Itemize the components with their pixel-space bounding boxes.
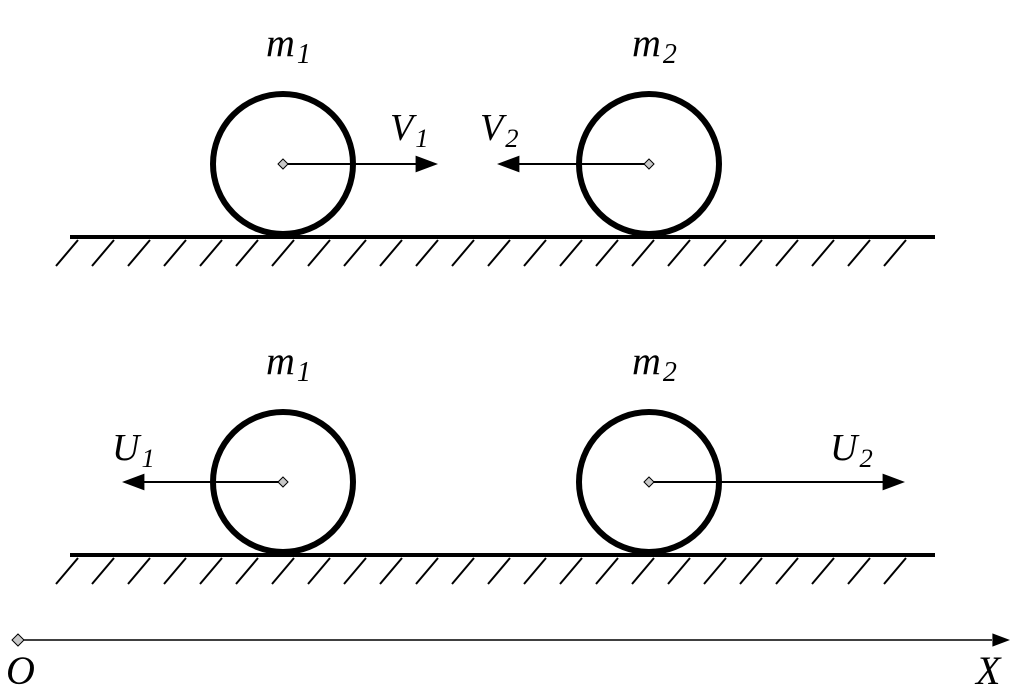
- ground-hatch: [308, 240, 330, 266]
- ground-hatch: [344, 558, 366, 584]
- ground-hatch: [848, 558, 870, 584]
- ground-hatch: [740, 558, 762, 584]
- ground-hatch: [56, 558, 78, 584]
- velocity-vector-arrowhead: [497, 156, 519, 173]
- velocity-label: V1: [390, 107, 429, 153]
- mass-label: m2: [632, 20, 677, 70]
- ground-hatch: [884, 240, 906, 266]
- ground-hatch: [668, 558, 690, 584]
- ground-hatch: [596, 558, 618, 584]
- ground-hatch: [632, 558, 654, 584]
- ground-hatch: [776, 240, 798, 266]
- ground-hatch: [704, 240, 726, 266]
- velocity-vector-arrowhead: [122, 474, 144, 491]
- mass-label: m1: [266, 20, 311, 70]
- ground-hatch: [848, 240, 870, 266]
- ball-center-marker: [644, 159, 654, 169]
- ground-hatch: [272, 240, 294, 266]
- ground-hatch: [884, 558, 906, 584]
- ground-hatch: [272, 558, 294, 584]
- ground-hatch: [164, 558, 186, 584]
- ground-hatch: [236, 240, 258, 266]
- ground-hatch: [740, 240, 762, 266]
- ground-hatch: [56, 240, 78, 266]
- ground-hatch: [92, 240, 114, 266]
- ground-hatch: [524, 240, 546, 266]
- mass-label: m1: [266, 338, 311, 388]
- ground-hatch: [236, 558, 258, 584]
- x-axis-arrowhead: [992, 633, 1010, 646]
- ground-hatch: [380, 558, 402, 584]
- ground-hatch: [704, 558, 726, 584]
- ground-hatch: [560, 558, 582, 584]
- velocity-label: U2: [830, 427, 873, 473]
- axis-origin-marker: [12, 634, 24, 646]
- ground-hatch: [344, 240, 366, 266]
- ball-center-marker: [278, 159, 288, 169]
- mass-label: m2: [632, 338, 677, 388]
- ground-hatch: [200, 240, 222, 266]
- ground-hatch: [524, 558, 546, 584]
- ball-center-marker: [644, 477, 654, 487]
- ground-hatch: [560, 240, 582, 266]
- ground-hatch: [488, 240, 510, 266]
- ground-hatch: [92, 558, 114, 584]
- ground-hatch: [668, 240, 690, 266]
- ground-hatch: [452, 240, 474, 266]
- ground-hatch: [128, 240, 150, 266]
- ground-hatch: [596, 240, 618, 266]
- ground-hatch: [164, 240, 186, 266]
- velocity-vector-arrowhead: [416, 156, 438, 173]
- velocity-label: U1: [112, 427, 155, 473]
- ground-hatch: [200, 558, 222, 584]
- velocity-label: V2: [480, 107, 519, 153]
- velocity-vector-arrowhead: [883, 474, 905, 491]
- ground-hatch: [776, 558, 798, 584]
- ground-hatch: [380, 240, 402, 266]
- ground-hatch: [452, 558, 474, 584]
- ball-center-marker: [278, 477, 288, 487]
- ground-hatch: [416, 558, 438, 584]
- ground-hatch: [488, 558, 510, 584]
- axis-origin-label: O: [6, 648, 35, 689]
- ground-hatch: [812, 240, 834, 266]
- ground-hatch: [632, 240, 654, 266]
- ground-hatch: [308, 558, 330, 584]
- axis-x-label: X: [974, 648, 1002, 689]
- ground-hatch: [416, 240, 438, 266]
- ground-hatch: [812, 558, 834, 584]
- ground-hatch: [128, 558, 150, 584]
